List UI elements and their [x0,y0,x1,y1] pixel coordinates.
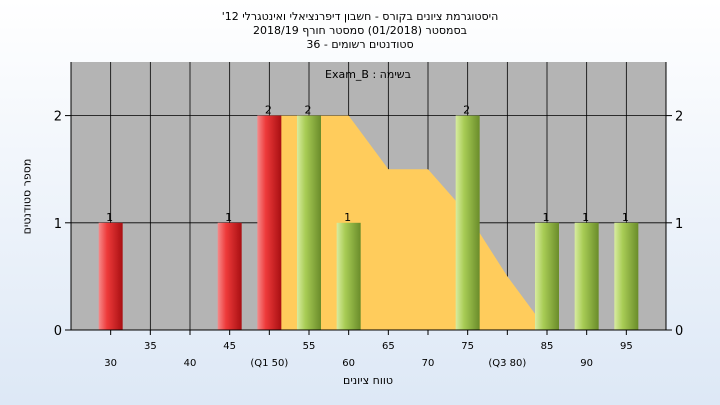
x-tick-label-45: 45 [223,341,236,352]
x-axis-title: טווח ציונים [343,374,393,387]
bar-label-30: 1 [106,211,113,224]
bar-label-95: 1 [622,211,629,224]
x-tick-label-65: 65 [382,341,395,352]
bar-95 [614,222,639,330]
chart-title-line-1: היסטוגרמת ציונים בקורס - חשבון דיפרנציאל… [221,10,499,23]
bar-label-85: 1 [543,211,550,224]
bar-30 [98,222,123,330]
x-tick-label-55: 55 [303,341,316,352]
bars-layer [98,115,639,330]
y-tick-label-right-2: 2 [675,110,683,125]
bar-45 [217,222,242,330]
bar-90 [574,222,599,330]
bar-label-90: 1 [582,211,589,224]
bar-75 [455,115,480,330]
bar-label-55: 2 [305,104,312,117]
y-tick-label-right-0: 0 [675,324,683,339]
x-tick-label-90: 90 [580,358,593,369]
x-tick-label-70: 70 [422,358,435,369]
x-tick-label-95: 95 [620,341,633,352]
x-tick-label-35: 35 [144,341,157,352]
y-tick-label-right-1: 1 [675,217,683,232]
x-tick-label-75: 75 [461,341,474,352]
bar-label-60: 1 [344,211,351,224]
x-tick-label-30: 30 [104,358,117,369]
bar-label-75: 2 [463,104,470,117]
y-tick-label-left-0: 0 [54,324,62,339]
x-tick-label-60: 60 [342,358,355,369]
x-tick-label-80: (Q3 80) [488,358,526,369]
legend-label: בשימה : Exam_B [325,68,411,81]
bar-60 [336,222,361,330]
x-tick-label-50: (Q1 50) [250,358,288,369]
chart-title-line-3: סטודנטים רשומים - 36 [306,38,414,51]
y-tick-label-left-1: 1 [54,217,62,232]
x-tick-label-85: 85 [541,341,554,352]
chart-title-line-2: בסמסטר (01/2018) סמסטר חורף 2018/19 [253,24,467,37]
bar-55 [297,115,321,330]
bar-label-45: 1 [225,211,232,224]
x-tick-label-40: 40 [184,358,197,369]
axes-layer: 0 0 1 1 2 2 30 35 40 45 (Q1 50) 55 60 65 70 75 (Q3 80) 85… [54,62,683,369]
bar-50 [257,115,282,330]
y-axis-title: מספר סטודנטים [20,158,34,235]
y-tick-label-left-2: 2 [54,110,62,125]
bar-85 [535,222,559,330]
bar-labels-layer: 1 1 2 2 1 2 1 1 1 [106,104,629,224]
bar-label-50: 2 [265,104,272,117]
